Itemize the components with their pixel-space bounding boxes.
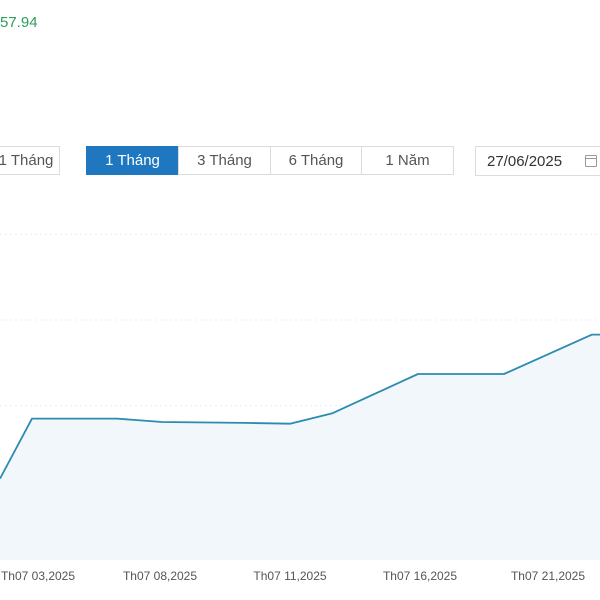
x-tick-label: Th07 03,2025 [1, 569, 75, 583]
x-tick-label: Th07 08,2025 [123, 569, 197, 583]
series-line [0, 333, 600, 480]
range-button-1-thang-left[interactable]: 1 Tháng [0, 146, 60, 175]
range-selector: 1 Tháng 3 Tháng 6 Tháng 1 Năm [86, 146, 454, 175]
x-tick-label: Th07 16,2025 [383, 569, 457, 583]
range-button-3-month[interactable]: 3 Tháng [178, 146, 271, 175]
series-area [0, 334, 600, 560]
x-tick-label: Th07 11,2025 [253, 569, 326, 583]
start-date-input[interactable]: 27/06/2025 [475, 146, 600, 176]
range-button-1-month[interactable]: 1 Tháng [86, 146, 179, 175]
range-button-1-year[interactable]: 1 Năm [361, 146, 454, 175]
x-tick-label: Th07 21,2025 [511, 569, 585, 583]
calendar-icon[interactable] [585, 155, 597, 167]
start-date-value: 27/06/2025 [487, 152, 563, 170]
current-price: 57.94 [0, 14, 38, 31]
